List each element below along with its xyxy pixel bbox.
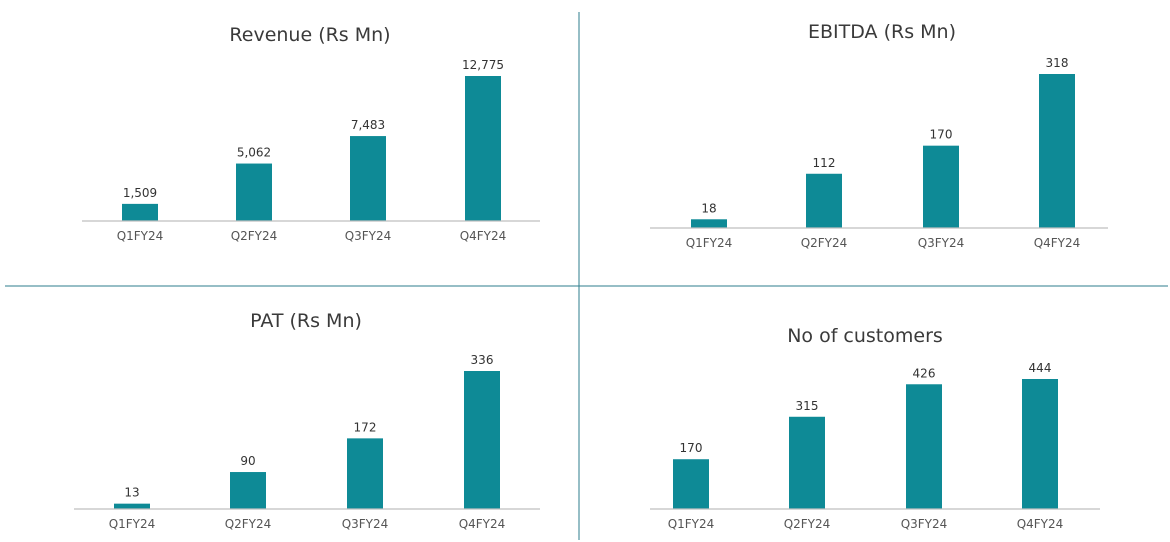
data-label: 172 xyxy=(354,420,377,434)
bar xyxy=(465,76,501,221)
x-tick-label: Q3FY24 xyxy=(901,517,948,531)
bar xyxy=(230,472,266,509)
bar xyxy=(691,219,727,228)
data-label: 13 xyxy=(124,486,139,500)
chart-title: EBITDA (Rs Mn) xyxy=(808,21,956,43)
bar xyxy=(673,459,709,509)
x-tick-label: Q3FY24 xyxy=(342,517,389,531)
chart-panel: No of customers 170 Q1FY24 315 Q2FY24 426 Q3FY… xyxy=(650,325,1100,531)
x-tick-label: Q2FY24 xyxy=(801,236,848,250)
x-tick-label: Q4FY24 xyxy=(460,229,507,243)
data-label: 90 xyxy=(240,454,255,468)
data-label: 7,483 xyxy=(351,118,385,132)
x-tick-label: Q4FY24 xyxy=(1017,517,1064,531)
bar xyxy=(114,503,150,509)
x-tick-label: Q2FY24 xyxy=(784,517,831,531)
chart-title: No of customers xyxy=(787,325,943,347)
chart-title: PAT (Rs Mn) xyxy=(250,310,362,332)
bar xyxy=(236,163,272,221)
data-label: 426 xyxy=(913,366,936,380)
x-tick-label: Q2FY24 xyxy=(231,229,278,243)
x-tick-label: Q2FY24 xyxy=(225,517,272,531)
bar xyxy=(806,173,842,228)
data-label: 170 xyxy=(680,441,703,455)
data-label: 1,509 xyxy=(123,186,157,200)
x-tick-label: Q4FY24 xyxy=(459,517,506,531)
bar xyxy=(923,145,959,228)
x-tick-label: Q4FY24 xyxy=(1034,236,1081,250)
bar xyxy=(1039,74,1075,228)
x-tick-label: Q1FY24 xyxy=(117,229,164,243)
chart-title: Revenue (Rs Mn) xyxy=(229,24,390,46)
data-label: 336 xyxy=(471,353,494,367)
data-label: 112 xyxy=(813,156,836,170)
bar xyxy=(464,371,500,509)
x-tick-label: Q1FY24 xyxy=(668,517,715,531)
bar xyxy=(350,136,386,221)
chart-panel: EBITDA (Rs Mn) 18 Q1FY24 112 Q2FY24 170 Q3FY24… xyxy=(650,21,1108,250)
x-tick-label: Q3FY24 xyxy=(345,229,392,243)
data-label: 444 xyxy=(1029,361,1052,375)
data-label: 170 xyxy=(930,128,953,142)
chart-panel: Revenue (Rs Mn) 1,509 Q1FY24 5,062 Q2FY24 7,4… xyxy=(82,24,540,243)
data-label: 315 xyxy=(796,399,819,413)
data-label: 18 xyxy=(701,201,716,215)
data-label: 12,775 xyxy=(462,58,504,72)
x-tick-label: Q3FY24 xyxy=(918,236,965,250)
charts-layer: Revenue (Rs Mn) 1,509 Q1FY24 5,062 Q2FY24 7,4… xyxy=(74,21,1108,531)
x-tick-label: Q1FY24 xyxy=(686,236,733,250)
x-tick-label: Q1FY24 xyxy=(109,517,156,531)
bar xyxy=(789,416,825,509)
chart-panel: PAT (Rs Mn) 13 Q1FY24 90 Q2FY24 172 Q3FY24 336 Q… xyxy=(74,310,540,531)
data-label: 5,062 xyxy=(237,146,271,160)
bar xyxy=(1022,379,1058,509)
bar xyxy=(122,203,158,221)
data-label: 318 xyxy=(1046,56,1069,70)
bar xyxy=(906,384,942,509)
bar xyxy=(347,438,383,509)
